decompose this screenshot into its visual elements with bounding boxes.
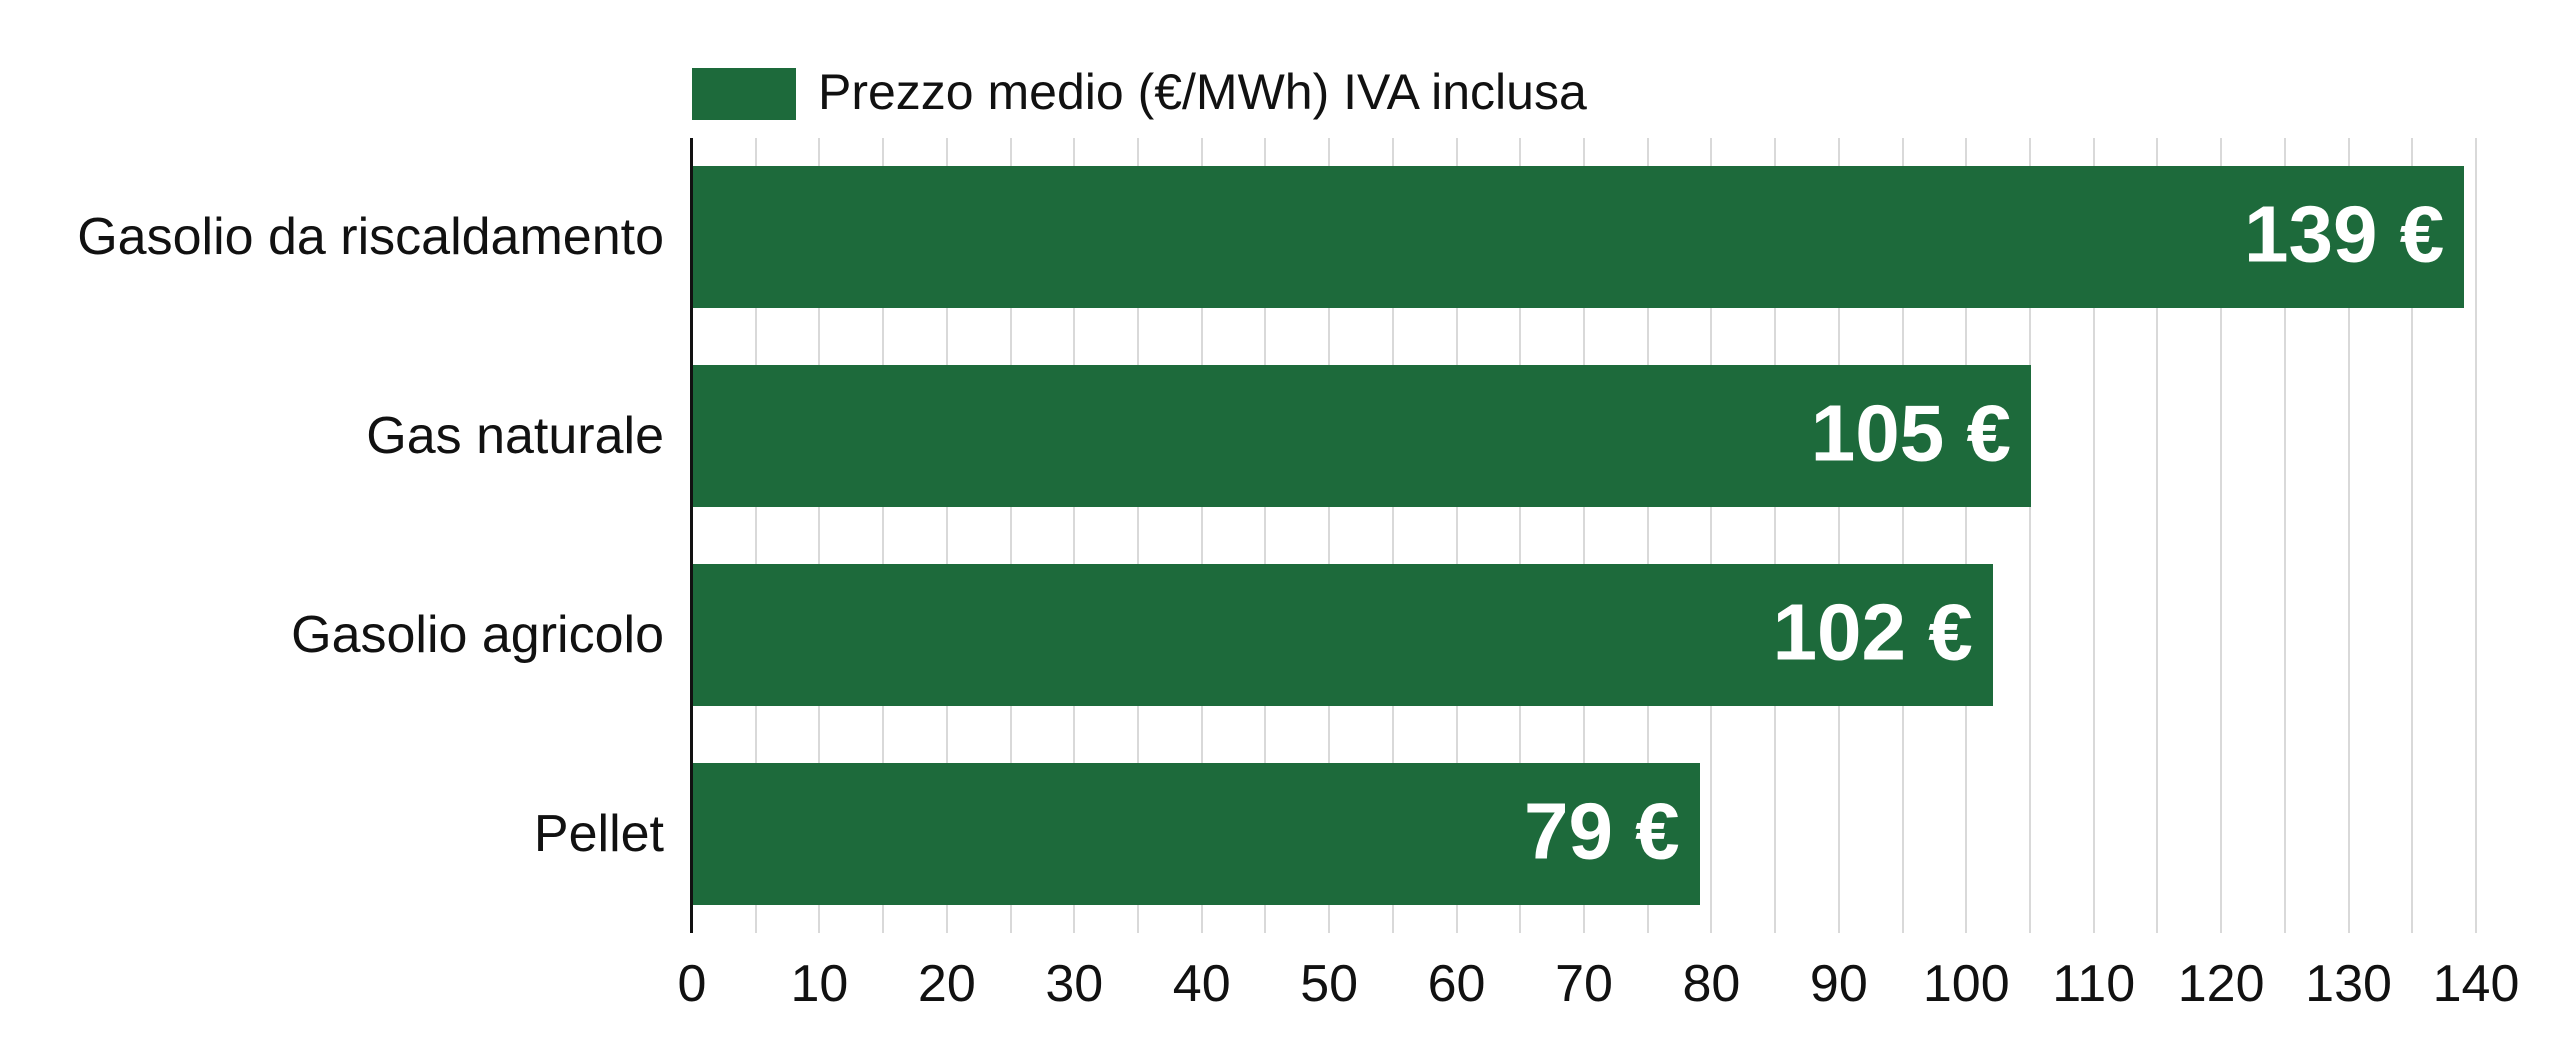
gridline-x-100 bbox=[1965, 138, 1968, 933]
gridline-x-110 bbox=[2092, 138, 2095, 933]
gridline-x-10 bbox=[818, 138, 821, 933]
category-label-0: Gasolio da riscaldamento bbox=[77, 208, 664, 267]
x-tick-label-90: 90 bbox=[1809, 955, 1868, 1013]
gridline-x-25 bbox=[1009, 138, 1012, 933]
legend-swatch bbox=[692, 68, 796, 120]
gridline-x-130 bbox=[2347, 138, 2350, 933]
bar-value-label: 139 € bbox=[2244, 189, 2445, 279]
gridline-x-40 bbox=[1200, 138, 1203, 933]
category-label-3: Pellet bbox=[533, 804, 664, 863]
x-tick-label-70: 70 bbox=[1555, 955, 1613, 1013]
x-tick-label-30: 30 bbox=[1045, 955, 1104, 1013]
bar-value-label: 102 € bbox=[1772, 587, 1973, 677]
x-tick-label-100: 100 bbox=[1922, 955, 2010, 1013]
gridline-x-80 bbox=[1710, 138, 1713, 933]
bar-1: 105 € bbox=[693, 365, 2031, 508]
bar-3: 79 € bbox=[693, 762, 1700, 905]
y-axis-line bbox=[690, 138, 693, 933]
gridline-x-105 bbox=[2029, 138, 2031, 933]
gridline-x-65 bbox=[1519, 138, 1522, 933]
x-tick-label-120: 120 bbox=[2177, 955, 2265, 1013]
x-tick-label-10: 10 bbox=[790, 955, 849, 1013]
x-tick-label-40: 40 bbox=[1172, 955, 1231, 1013]
x-tick-label-20: 20 bbox=[917, 955, 976, 1013]
gridline-x-120 bbox=[2220, 138, 2223, 933]
legend-label: Prezzo medio (€/MWh) IVA inclusa bbox=[818, 64, 1587, 120]
category-label-2: Gasolio agricolo bbox=[291, 605, 664, 664]
x-tick-label-110: 110 bbox=[2052, 955, 2136, 1013]
gridline-x-115 bbox=[2156, 138, 2159, 933]
gridline-x-90 bbox=[1837, 138, 1840, 933]
gridline-x-30 bbox=[1073, 138, 1076, 933]
gridline-x-70 bbox=[1583, 138, 1585, 933]
bar-0: 139 € bbox=[693, 166, 2465, 309]
gridline-x-140 bbox=[2475, 138, 2477, 933]
x-tick-label-130: 130 bbox=[2305, 955, 2392, 1013]
x-tick-label-50: 50 bbox=[1300, 955, 1359, 1013]
x-tick-label-140: 140 bbox=[2432, 955, 2520, 1013]
gridline-x-5 bbox=[754, 138, 757, 933]
x-tick-label-60: 60 bbox=[1427, 955, 1486, 1013]
gridline-x-35 bbox=[1137, 138, 1139, 933]
x-tick-label-80: 80 bbox=[1682, 955, 1741, 1013]
x-tick-label-0: 0 bbox=[677, 955, 707, 1013]
gridline-x-45 bbox=[1264, 138, 1267, 933]
bar-2: 102 € bbox=[693, 563, 1993, 706]
gridline-x-60 bbox=[1455, 138, 1458, 933]
bar-value-label: 79 € bbox=[1523, 786, 1680, 876]
gridline-x-15 bbox=[882, 138, 885, 933]
gridline-x-55 bbox=[1391, 138, 1394, 933]
gridline-x-75 bbox=[1646, 138, 1649, 933]
gridline-x-95 bbox=[1901, 138, 1904, 933]
bar-value-label: 105 € bbox=[1810, 388, 2011, 478]
gridline-x-20 bbox=[945, 138, 948, 933]
category-label-1: Gas naturale bbox=[366, 407, 664, 466]
gridline-x-135 bbox=[2411, 138, 2414, 933]
gridline-x-50 bbox=[1328, 138, 1331, 933]
gridline-x-85 bbox=[1774, 138, 1777, 933]
chart-legend: Prezzo medio (€/MWh) IVA inclusa bbox=[692, 64, 1587, 120]
gridline-x-125 bbox=[2283, 138, 2286, 933]
